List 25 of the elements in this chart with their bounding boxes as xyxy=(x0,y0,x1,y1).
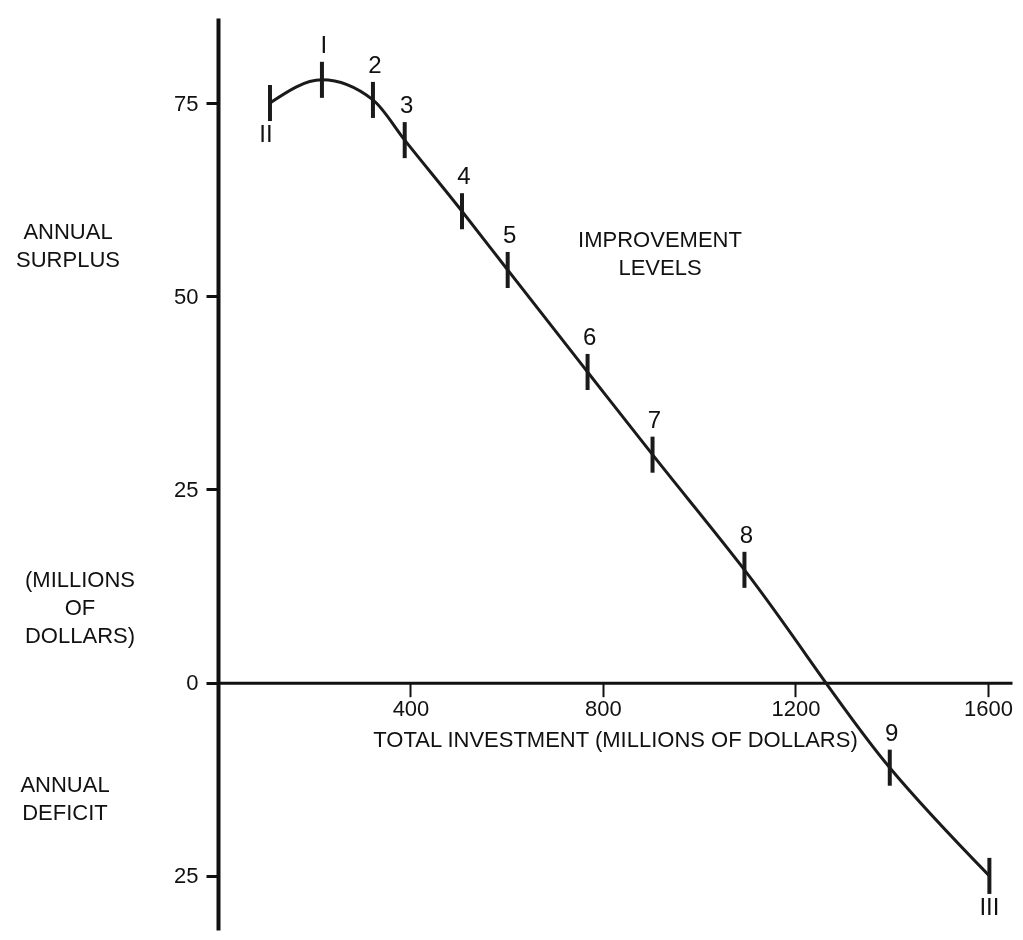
annotation: IMPROVEMENT LEVELS xyxy=(578,227,742,280)
text: (MILLIONS OF DOLLARS) xyxy=(24,567,136,648)
annotation: III xyxy=(979,892,1000,920)
x-tick-label: 1600 xyxy=(963,696,1013,722)
annotation: 4 xyxy=(457,162,471,190)
annotation: I xyxy=(320,30,328,58)
annotation: 9 xyxy=(885,718,899,746)
x-tick-label: 400 xyxy=(392,696,430,722)
text: ANNUAL DEFICIT xyxy=(20,772,110,825)
y-tick-label: 50 xyxy=(174,283,199,309)
y-tick-label: 25 xyxy=(174,863,199,889)
annotation: 5 xyxy=(503,220,517,248)
y-tick-label: 75 xyxy=(174,90,199,116)
x-tick-label: 800 xyxy=(585,696,622,722)
annotation: 2 xyxy=(368,50,382,78)
annotation: II xyxy=(259,120,273,148)
annotation: 7 xyxy=(647,405,662,433)
annotation: 8 xyxy=(739,520,754,548)
annotation: 6 xyxy=(582,322,597,350)
x-tick-label: 1200 xyxy=(771,696,821,722)
x-axis-title: TOTAL INVESTMENT (MILLIONS OF DOLLARS) xyxy=(373,727,858,753)
y-axis-title: ANNUAL SURPLUS xyxy=(16,219,120,272)
y-tick-label: 25 xyxy=(174,476,199,502)
y-tick-label: 0 xyxy=(186,670,199,696)
annotation: 3 xyxy=(400,91,414,119)
